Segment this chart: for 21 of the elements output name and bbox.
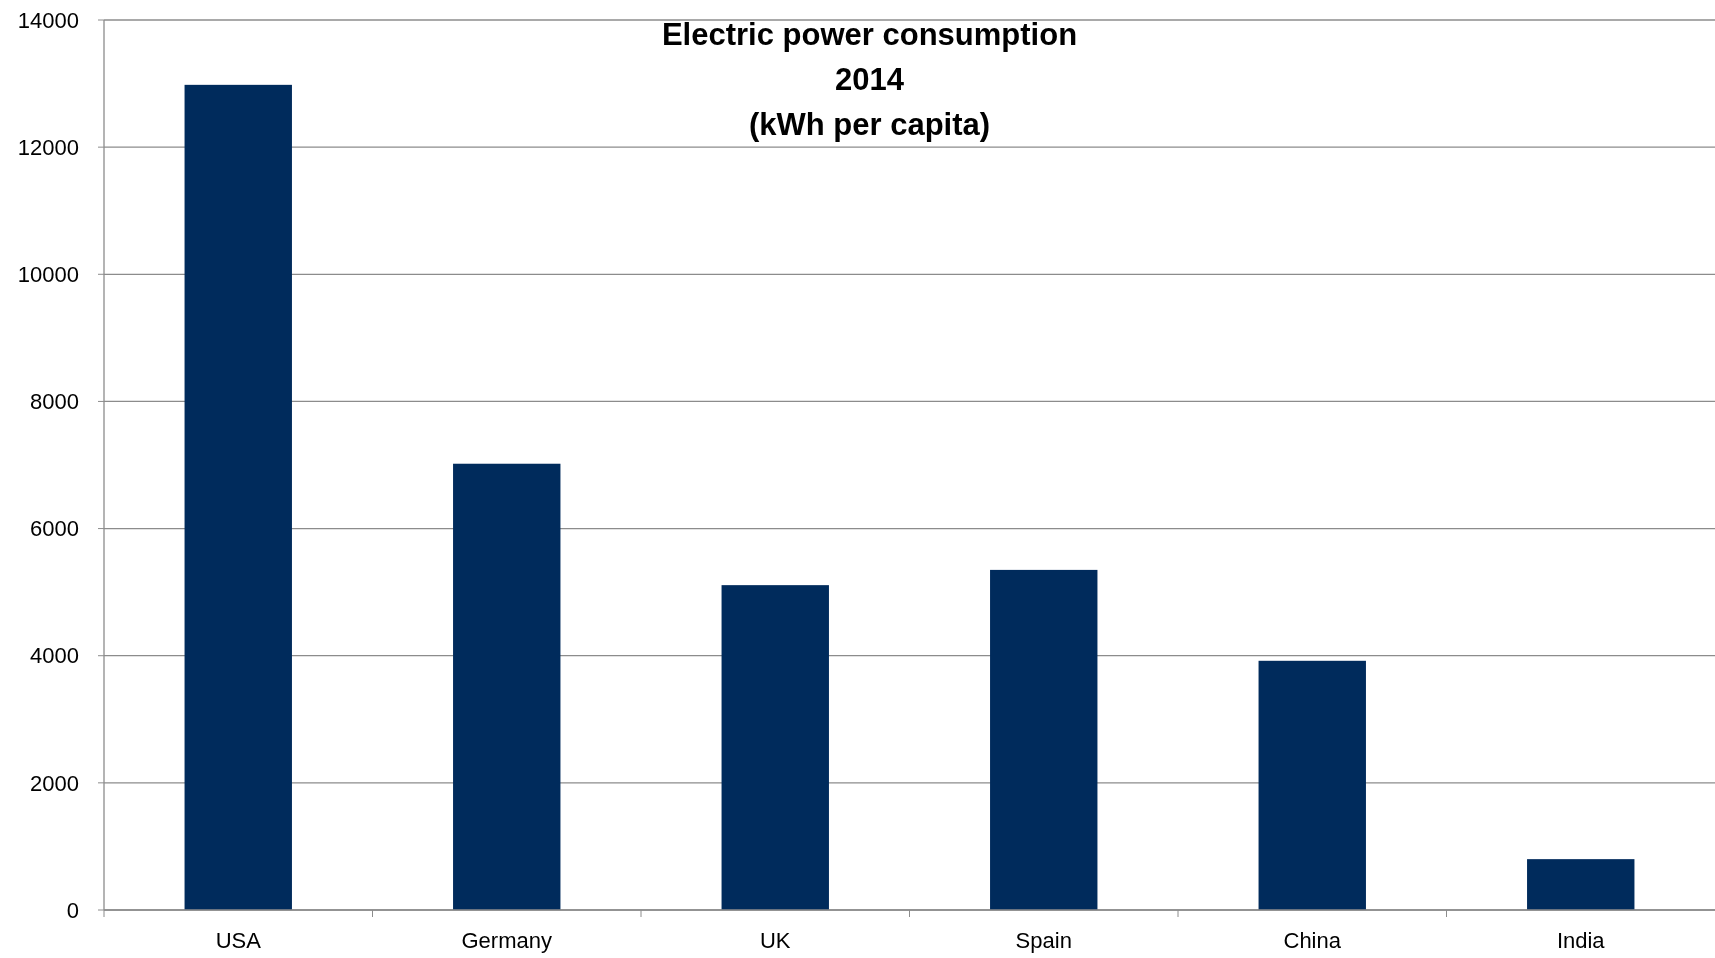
x-tick-label: Germany <box>461 928 552 953</box>
x-tick-label: Spain <box>1015 928 1072 953</box>
x-tick-label: India <box>1556 928 1606 953</box>
x-tick-label: China <box>1283 928 1342 953</box>
y-tick-label: 10000 <box>17 261 79 287</box>
y-tick-label: 4000 <box>30 643 79 669</box>
y-tick-label: 0 <box>66 897 79 923</box>
bar <box>1258 660 1366 910</box>
bar <box>453 463 561 910</box>
bar <box>721 585 829 910</box>
bar <box>184 84 292 910</box>
y-tick-label: 14000 <box>17 7 79 33</box>
bar <box>990 569 1098 910</box>
x-tick-label: UK <box>759 928 791 953</box>
x-tick-label: USA <box>215 928 262 953</box>
y-tick-label: 12000 <box>17 134 79 160</box>
y-tick-label: 2000 <box>30 770 79 796</box>
bar <box>1527 859 1635 910</box>
text: Electric power consumption 2014 (kWh per capita) <box>661 17 1078 142</box>
y-tick-label: 8000 <box>30 389 79 415</box>
y-tick-label: 6000 <box>30 516 79 542</box>
